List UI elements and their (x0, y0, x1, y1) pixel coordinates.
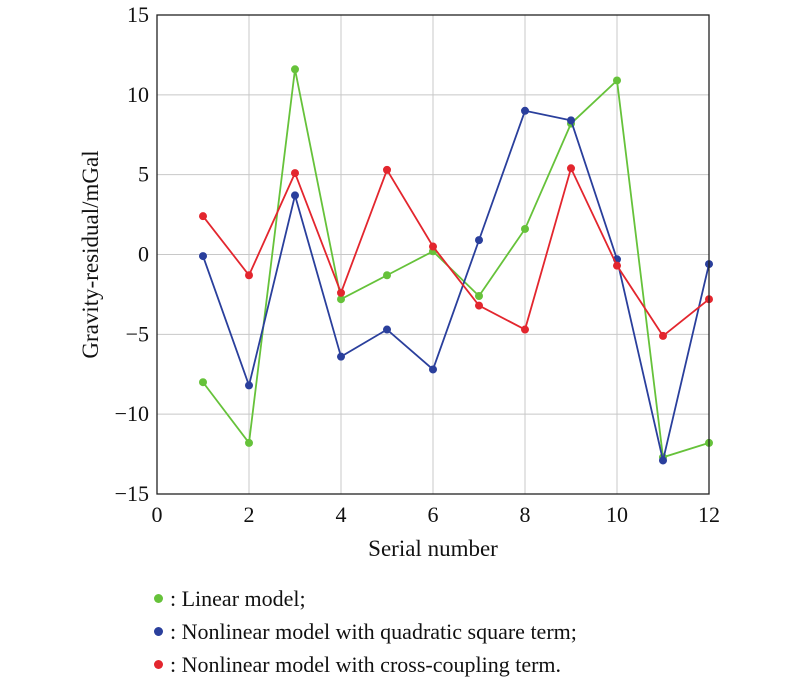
legend-item-quadratic: : Nonlinear model with quadratic square … (154, 615, 577, 648)
legend-item-cross: : Nonlinear model with cross-coupling te… (154, 648, 577, 681)
series-linear (199, 65, 713, 462)
x-axis-title: Serial number (368, 536, 498, 561)
data-point-quadratic (659, 456, 667, 465)
y-axis-title: Gravity-residual/mGal (78, 150, 103, 358)
y-tick-label: 15 (127, 2, 149, 27)
x-tick-label: 4 (336, 502, 347, 527)
legend-marker-linear (154, 594, 163, 603)
data-point-linear (521, 224, 529, 233)
data-point-cross (613, 261, 621, 270)
data-point-linear (383, 271, 391, 280)
series-line-linear (202, 69, 710, 459)
data-point-cross (567, 164, 575, 173)
y-tick-label: 0 (138, 242, 149, 267)
x-tick-label: 10 (606, 502, 628, 527)
data-point-quadratic (291, 191, 299, 200)
data-point-quadratic (383, 325, 391, 334)
y-tick-label: −15 (115, 481, 149, 506)
legend-item-linear: : Linear model; (154, 582, 577, 615)
legend-label-quadratic: : Nonlinear model with quadratic square … (170, 618, 577, 644)
plot-frame (156, 14, 710, 495)
data-point-linear (475, 292, 483, 301)
series-line-quadratic (202, 109, 710, 461)
tick-labels: 0 2 4 6 8 10 12 15 10 5 0 −5 −10 −15 (115, 2, 720, 527)
data-point-cross (475, 301, 483, 310)
x-tick-label: 8 (520, 502, 531, 527)
series-layer (199, 65, 713, 465)
x-tick-label: 6 (428, 502, 439, 527)
legend-label-cross: : Nonlinear model with cross-coupling te… (170, 651, 562, 677)
data-point-linear (613, 76, 621, 85)
y-tick-label: 10 (127, 82, 149, 107)
data-point-cross (659, 331, 667, 340)
data-point-linear (291, 65, 299, 74)
data-point-cross (521, 325, 529, 334)
data-point-linear (337, 295, 345, 304)
y-tick-label: −10 (115, 401, 149, 426)
data-point-cross (199, 212, 207, 221)
x-tick-label: 0 (152, 502, 163, 527)
data-point-linear (199, 378, 207, 387)
legend-marker-cross (154, 660, 163, 669)
legend-label-linear: : Linear model; (170, 585, 306, 611)
x-tick-label: 2 (244, 502, 255, 527)
data-point-quadratic (475, 236, 483, 245)
data-point-cross (337, 288, 345, 297)
data-point-quadratic (337, 352, 345, 361)
data-point-cross (245, 271, 253, 280)
data-point-quadratic (245, 381, 253, 390)
series-cross (199, 164, 713, 340)
y-tick-label: −5 (126, 321, 149, 346)
y-tick-label: 5 (138, 162, 149, 187)
series-quadratic (199, 106, 713, 465)
legend: : Linear model; : Nonlinear model with q… (154, 582, 577, 681)
data-point-quadratic (521, 106, 529, 115)
data-point-quadratic (567, 116, 575, 125)
data-point-cross (291, 169, 299, 178)
x-tick-label: 12 (698, 502, 720, 527)
data-point-cross (383, 165, 391, 174)
data-point-quadratic (199, 252, 207, 261)
series-line-cross (202, 165, 710, 338)
data-point-cross (429, 242, 437, 251)
data-point-quadratic (429, 365, 437, 374)
data-point-linear (245, 438, 253, 447)
legend-marker-quadratic (154, 627, 163, 636)
